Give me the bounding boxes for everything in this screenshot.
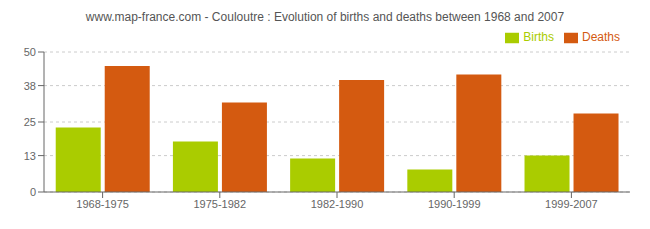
html-text:Deaths: Deaths	[582, 30, 620, 44]
svg-text:1982-1990: 1982-1990	[311, 198, 364, 210]
svg-text:0: 0	[30, 186, 36, 198]
svg-text:1999-2007: 1999-2007	[545, 198, 598, 210]
svg-text:50: 50	[24, 46, 36, 58]
svg-text:38: 38	[24, 80, 36, 92]
svg-text:1968-1975: 1968-1975	[76, 198, 129, 210]
svg-text:1975-1982: 1975-1982	[193, 198, 246, 210]
svg-text:13: 13	[24, 150, 36, 162]
html-text:Births: Births	[523, 30, 554, 44]
svg-text:25: 25	[24, 116, 36, 128]
html-text:www.map-france.com - Couloutre: www.map-france.com - Couloutre : Evoluti…	[85, 10, 565, 24]
svg-text:1990-1999: 1990-1999	[428, 198, 481, 210]
